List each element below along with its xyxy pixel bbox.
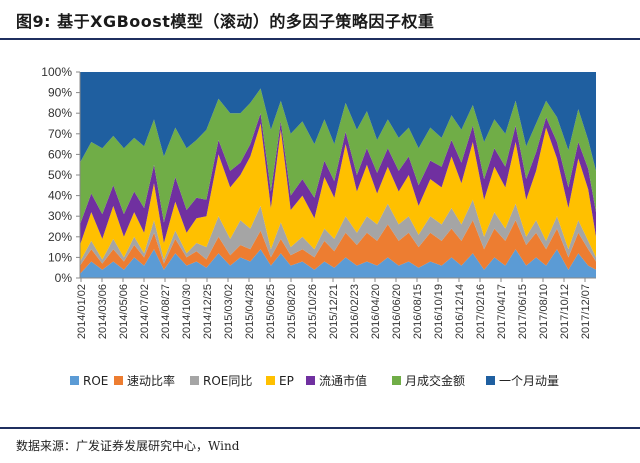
legend-label: 一个月动量: [499, 374, 559, 388]
y-tick-label: 70%: [48, 127, 72, 141]
legend-swatch: [70, 376, 79, 385]
legend-label: EP: [279, 374, 294, 388]
x-tick-label: 2014/07/02: [139, 284, 151, 339]
x-tick-label: 2014/10/30: [181, 284, 193, 339]
legend-label: 流通市值: [319, 373, 367, 388]
factor-weight-chart: 0% 10% 20% 30% 40% 50% 60% 70% 80% 90% 100% 2014/01…: [41, 65, 596, 388]
x-tick-label: 2014/05/06: [118, 284, 130, 339]
y-tick-label: 10%: [48, 250, 72, 264]
legend-swatch: [114, 376, 123, 385]
area-series-2: [80, 220, 596, 274]
x-tick-label: 2017/02/16: [475, 284, 487, 339]
axes: 0% 10% 20% 30% 40% 50% 60% 70% 80% 90% 100% 2014/01…: [41, 65, 596, 339]
y-tick-label: 0%: [55, 271, 73, 285]
legend-swatch: [190, 376, 199, 385]
y-tick-label: 40%: [48, 189, 72, 203]
figure-footer: 数据来源：广发证券发展研究中心，Wind: [0, 427, 640, 463]
x-tick-label: 2014/08/27: [160, 284, 172, 339]
area-series-6: [80, 88, 596, 225]
x-tick-label: 2016/02/23: [349, 284, 361, 339]
y-tick-label: 20%: [48, 230, 72, 244]
stacked-areas: [80, 72, 596, 278]
x-tick-label: 2017/08/10: [538, 284, 550, 339]
area-series-7: [80, 72, 596, 171]
x-tick-label: 2016/08/15: [412, 284, 424, 339]
x-tick-label: 2017/04/17: [496, 284, 508, 339]
x-tick-label: 2015/06/25: [265, 284, 277, 339]
y-tick-label: 100%: [41, 65, 72, 79]
y-tick-label: 50%: [48, 168, 72, 182]
x-tick-label: 2017/12/07: [580, 284, 592, 339]
x-tick-label: 2016/06/20: [391, 284, 403, 339]
y-tick-label: 60%: [48, 147, 72, 161]
x-tick-label: 2016/12/14: [454, 284, 466, 339]
data-source-note: 数据来源：广发证券发展研究中心，Wind: [16, 439, 240, 453]
x-tick-label: 2016/04/20: [370, 284, 382, 339]
y-tick-label: 90%: [48, 86, 72, 100]
area-series-4: [80, 123, 596, 262]
legend-swatch: [486, 376, 495, 385]
legend-label: 月成交金额: [405, 373, 465, 388]
legend: ROE 速动比率 ROE同比 EP 流通市值 月成交金额 一个月动量: [70, 373, 559, 388]
x-tick-label: 2015/03/02: [223, 284, 235, 339]
area-series-5: [80, 113, 596, 245]
x-tick-label: 2015/12/21: [328, 284, 340, 339]
x-tick-label: 2016/10/19: [433, 284, 445, 339]
x-tick-label: 2015/08/20: [286, 284, 298, 339]
area-series-3: [80, 199, 596, 266]
legend-swatch: [392, 376, 401, 385]
x-tick-label: 2017/10/12: [559, 284, 571, 339]
legend-swatch: [266, 376, 275, 385]
x-tick-label: 2014/03/06: [97, 284, 109, 339]
legend-swatch: [306, 376, 315, 385]
figure-title-bar: 图9: 基于XGBoost模型（滚动）的多因子策略因子权重: [0, 0, 640, 40]
x-tick-label: 2015/10/26: [307, 284, 319, 339]
x-tick-label: 2015/04/28: [244, 284, 256, 339]
x-tick-label: 2014/01/02: [76, 284, 88, 339]
y-tick-label: 30%: [48, 209, 72, 223]
figure-title: 图9: 基于XGBoost模型（滚动）的多因子策略因子权重: [16, 12, 435, 31]
x-tick-label: 2017/06/15: [517, 284, 529, 339]
legend-label: 速动比率: [127, 373, 175, 388]
legend-label: ROE同比: [203, 374, 252, 388]
area-series-1: [80, 249, 596, 278]
legend-label: ROE: [83, 374, 108, 388]
y-tick-label: 80%: [48, 106, 72, 120]
x-tick-label: 2014/12/25: [202, 284, 214, 339]
